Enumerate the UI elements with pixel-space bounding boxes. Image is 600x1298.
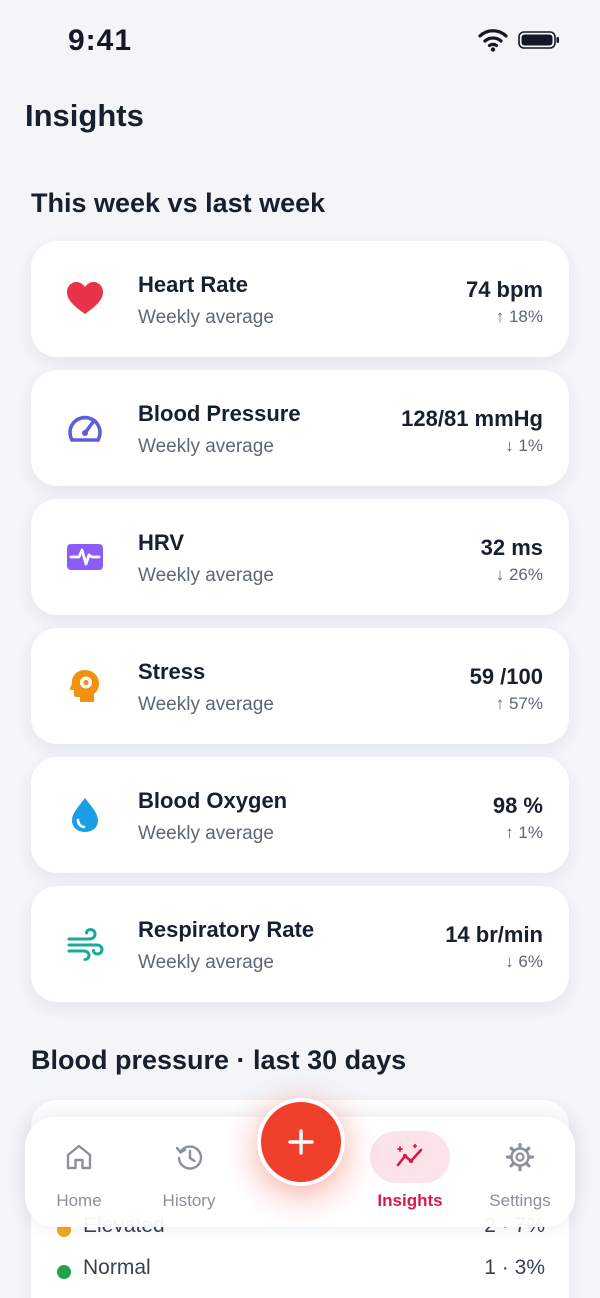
- history-icon: [174, 1142, 204, 1172]
- droplet-icon: [65, 795, 105, 835]
- metric-change: ↓ 6%: [505, 952, 543, 971]
- metric-subtitle: Weekly average: [138, 307, 274, 328]
- legend-dot: [57, 1265, 71, 1279]
- battery-icon: [518, 31, 559, 49]
- tab-label: History: [162, 1191, 216, 1210]
- insights-icon: [395, 1142, 425, 1172]
- status-time: 9:41: [68, 24, 133, 57]
- metric-card-hrv[interactable]: HRV Weekly average 32 ms ↓ 26%: [31, 499, 569, 615]
- wifi-icon: [478, 29, 508, 52]
- tab-settings[interactable]: Settings: [470, 1117, 570, 1227]
- page-title: Insights: [25, 98, 144, 133]
- home-icon: [64, 1142, 94, 1172]
- metric-name: Blood Oxygen: [138, 788, 288, 813]
- metric-card-heart-rate[interactable]: Heart Rate Weekly average 74 bpm ↑ 18%: [31, 241, 569, 357]
- metric-card-blood-pressure[interactable]: Blood Pressure Weekly average 128/81 mmH…: [31, 370, 569, 486]
- tab-history[interactable]: History: [139, 1117, 239, 1227]
- heart-icon: [65, 279, 105, 319]
- metric-change: ↓ 26%: [495, 565, 543, 584]
- brain-gear-icon: [65, 666, 105, 706]
- legend-value: 1 · 3%: [484, 1256, 545, 1279]
- blood-pressure-section-title: Blood pressure · last 30 days: [31, 1045, 407, 1075]
- tab-label: Insights: [377, 1191, 443, 1210]
- weekly-section-title: This week vs last week: [31, 188, 326, 218]
- metric-subtitle: Weekly average: [138, 952, 274, 973]
- gear-icon: [505, 1142, 535, 1172]
- active-tab-indicator: [370, 1131, 450, 1183]
- metric-value: 98 %: [492, 793, 543, 818]
- metric-subtitle: Weekly average: [138, 694, 274, 715]
- status-bar: 9:41: [0, 0, 600, 84]
- metric-value: 128/81 mmHg: [401, 406, 543, 431]
- metric-card-respiratory-rate[interactable]: Respiratory Rate Weekly average 14 br/mi…: [31, 886, 569, 1002]
- tab-label: Settings: [489, 1191, 551, 1210]
- legend-label: Normal: [83, 1256, 151, 1279]
- pulse-icon: [65, 537, 105, 577]
- metric-name: Heart Rate: [138, 272, 249, 297]
- metric-card-stress[interactable]: Stress Weekly average 59 /100 ↑ 57%: [31, 628, 569, 744]
- tab-home[interactable]: Home: [29, 1117, 129, 1227]
- plus-icon: [288, 1129, 314, 1155]
- metric-subtitle: Weekly average: [138, 823, 274, 844]
- metric-value: 14 br/min: [445, 922, 543, 947]
- metric-name: Respiratory Rate: [138, 917, 315, 942]
- wind-icon: [65, 924, 105, 964]
- metric-value: 32 ms: [480, 535, 543, 560]
- metric-change: ↑ 18%: [495, 307, 543, 326]
- metric-change: ↑ 1%: [505, 823, 543, 842]
- legend-row-normal: Normal 1 · 3%: [55, 1256, 545, 1286]
- metric-name: Blood Pressure: [138, 401, 301, 426]
- metric-name: HRV: [138, 530, 185, 555]
- add-button[interactable]: [257, 1098, 345, 1186]
- metric-value: 59 /100: [469, 664, 543, 689]
- metric-value: 74 bpm: [465, 277, 543, 302]
- tab-label: Home: [56, 1191, 102, 1210]
- gauge-icon: [65, 408, 105, 448]
- metric-change: ↑ 57%: [495, 694, 543, 713]
- tab-insights[interactable]: Insights: [360, 1117, 460, 1227]
- metric-change: ↓ 1%: [505, 436, 543, 455]
- metric-subtitle: Weekly average: [138, 436, 274, 457]
- metric-subtitle: Weekly average: [138, 565, 274, 586]
- metric-card-blood-oxygen[interactable]: Blood Oxygen Weekly average 98 % ↑ 1%: [31, 757, 569, 873]
- metric-name: Stress: [138, 659, 206, 684]
